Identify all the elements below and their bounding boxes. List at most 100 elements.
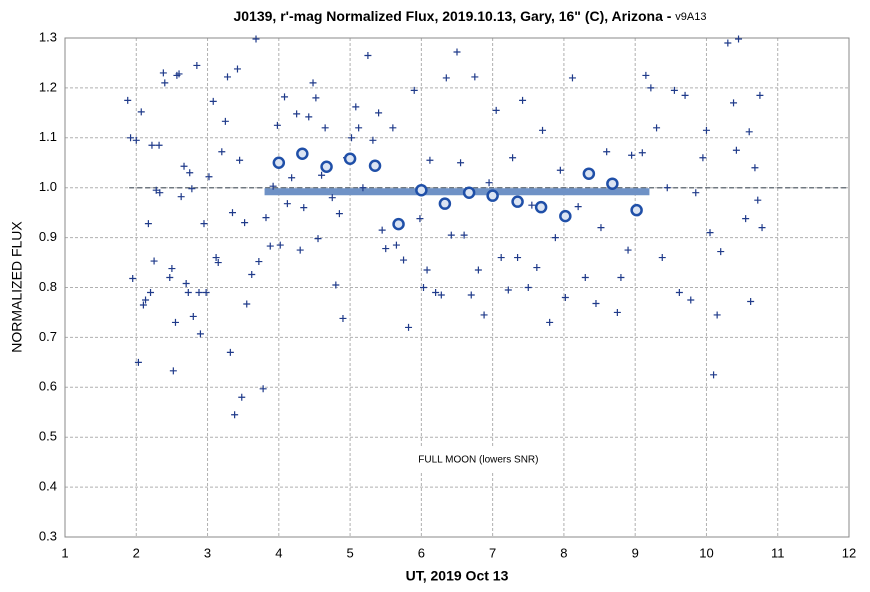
data-point bbox=[200, 220, 208, 228]
data-point bbox=[528, 201, 536, 209]
data-point bbox=[161, 79, 169, 87]
data-point bbox=[175, 70, 183, 78]
binned-point bbox=[559, 209, 572, 223]
data-point bbox=[735, 35, 743, 43]
data-point bbox=[658, 254, 666, 262]
data-point bbox=[171, 318, 179, 326]
data-point bbox=[405, 323, 413, 331]
y-tick-label: 0.3 bbox=[39, 528, 57, 543]
data-point bbox=[355, 124, 363, 132]
data-point bbox=[169, 367, 177, 375]
data-point bbox=[717, 248, 725, 256]
data-point bbox=[339, 314, 347, 322]
y-tick-label: 0.6 bbox=[39, 379, 57, 394]
data-point bbox=[188, 185, 196, 193]
data-point bbox=[168, 265, 176, 273]
data-point bbox=[613, 308, 621, 316]
x-tick-label: 3 bbox=[204, 545, 211, 560]
x-tick-label: 8 bbox=[560, 545, 567, 560]
data-point bbox=[437, 291, 445, 299]
data-point bbox=[597, 224, 605, 232]
data-point bbox=[647, 84, 655, 92]
binned-point bbox=[415, 183, 428, 197]
x-tick-label: 4 bbox=[275, 545, 282, 560]
y-tick-label: 0.8 bbox=[39, 279, 57, 294]
data-point bbox=[556, 166, 564, 174]
data-point bbox=[266, 242, 274, 250]
data-point bbox=[193, 61, 201, 69]
data-point bbox=[628, 151, 636, 159]
data-point bbox=[400, 256, 408, 264]
data-point bbox=[751, 164, 759, 172]
data-point bbox=[231, 411, 239, 419]
binned-point bbox=[534, 200, 548, 214]
data-point bbox=[492, 106, 500, 114]
data-point bbox=[561, 293, 569, 301]
data-point bbox=[328, 194, 336, 202]
data-point bbox=[742, 215, 750, 223]
data-point bbox=[212, 254, 220, 262]
data-point bbox=[182, 280, 190, 288]
data-point bbox=[262, 214, 270, 222]
data-point bbox=[156, 189, 164, 197]
data-point bbox=[296, 246, 304, 254]
data-point bbox=[710, 371, 718, 379]
data-point bbox=[305, 113, 313, 121]
y-tick-label: 1.3 bbox=[39, 29, 57, 44]
binned-point bbox=[582, 167, 596, 180]
data-point bbox=[314, 235, 322, 243]
data-point bbox=[159, 69, 167, 77]
data-point bbox=[364, 51, 372, 59]
data-point bbox=[369, 136, 377, 144]
data-point bbox=[539, 126, 547, 134]
data-point bbox=[300, 204, 308, 212]
data-point bbox=[134, 358, 142, 366]
data-point bbox=[617, 274, 625, 282]
data-point bbox=[730, 99, 738, 107]
data-point bbox=[480, 311, 488, 319]
binned-point bbox=[368, 159, 382, 172]
annotation-box bbox=[406, 447, 551, 472]
data-point bbox=[281, 93, 289, 101]
x-tick-label: 6 bbox=[418, 545, 425, 560]
data-point bbox=[228, 209, 236, 217]
data-point bbox=[127, 134, 135, 142]
data-point bbox=[699, 154, 707, 162]
y-tick-label: 1.0 bbox=[39, 179, 57, 194]
data-point bbox=[460, 231, 468, 239]
data-point bbox=[524, 284, 532, 291]
binned-point bbox=[392, 217, 405, 231]
data-point bbox=[283, 200, 291, 208]
data-point bbox=[713, 311, 721, 319]
chart-title-suffix: v9A13 bbox=[675, 11, 706, 23]
data-point bbox=[166, 274, 174, 282]
data-point bbox=[352, 103, 360, 111]
data-point bbox=[471, 73, 479, 81]
data-point bbox=[276, 241, 284, 249]
y-tick-label: 0.9 bbox=[39, 229, 57, 244]
x-tick-label: 7 bbox=[489, 545, 496, 560]
data-point bbox=[568, 74, 576, 82]
data-point bbox=[332, 281, 340, 289]
data-point bbox=[255, 258, 263, 266]
y-tick-label: 1.2 bbox=[39, 79, 57, 94]
y-tick-label: 0.4 bbox=[39, 479, 57, 494]
x-tick-label: 12 bbox=[842, 545, 856, 560]
data-point bbox=[148, 141, 156, 149]
data-point bbox=[663, 184, 671, 192]
data-point bbox=[410, 86, 418, 94]
data-point bbox=[241, 219, 249, 227]
data-point bbox=[681, 91, 689, 99]
data-point bbox=[724, 39, 732, 47]
data-point bbox=[423, 266, 431, 274]
x-tick-label: 11 bbox=[771, 545, 785, 560]
x-tick-label: 5 bbox=[346, 545, 353, 560]
data-point bbox=[758, 224, 766, 232]
data-point bbox=[533, 264, 541, 272]
data-point bbox=[504, 286, 512, 294]
data-point bbox=[186, 169, 194, 177]
data-point bbox=[653, 124, 661, 132]
data-point bbox=[670, 86, 678, 94]
data-point bbox=[236, 156, 244, 164]
data-point bbox=[137, 108, 145, 116]
